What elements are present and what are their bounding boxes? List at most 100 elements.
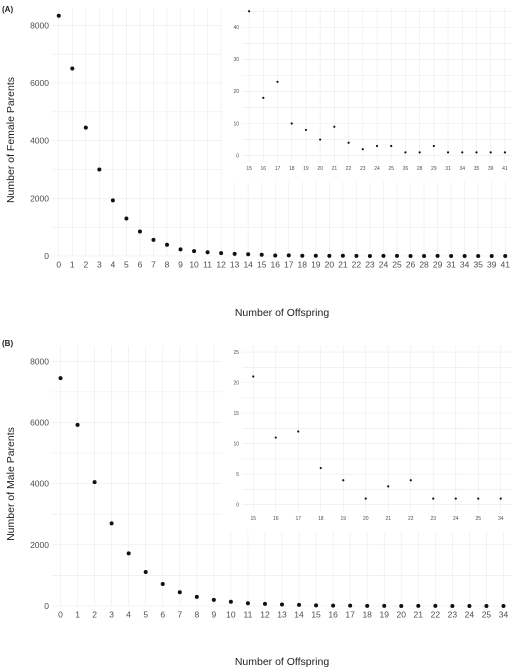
x-tick-label: 23	[365, 260, 375, 270]
y-tick-label: 2000	[30, 193, 49, 203]
data-point	[395, 253, 399, 258]
x-axis-title: Number of Offspring	[235, 307, 330, 319]
data-point	[92, 480, 97, 485]
inset-x-tick-label: 23	[360, 166, 366, 172]
inset-x-tick-label: 24	[453, 516, 459, 522]
data-point	[160, 581, 165, 586]
data-point	[300, 253, 305, 258]
data-point	[354, 253, 359, 258]
inset-x-tick-label: 41	[502, 166, 508, 172]
x-tick-label: 5	[143, 610, 148, 620]
data-point	[450, 603, 455, 608]
x-tick-label: 7	[177, 610, 182, 620]
inset-y-tick-label: 20	[233, 89, 239, 95]
inset-data-point	[319, 466, 322, 470]
inset-x-tick-label: 31	[445, 166, 451, 172]
inset-x-tick-label: 19	[303, 166, 309, 172]
x-tick-label: 11	[203, 260, 212, 270]
inset-data-point	[274, 436, 277, 439]
inset-x-tick-label: 15	[246, 166, 252, 172]
data-point	[56, 13, 61, 18]
inset-x-tick-label: 29	[431, 166, 437, 172]
inset-x-tick-label: 19	[340, 516, 346, 522]
data-point	[340, 253, 345, 258]
inset-data-point	[375, 144, 379, 148]
data-point	[484, 603, 489, 608]
inset-x-tick-label: 20	[317, 166, 323, 172]
y-tick-label: 8000	[30, 356, 49, 366]
panel-label: (B)	[2, 339, 13, 348]
inset-x-tick-label: 18	[318, 516, 324, 522]
inset-x-tick-label: 17	[295, 516, 301, 522]
inset-background	[222, 2, 516, 182]
inset-plot-b: 0 5 10 15 20 25 15 16 17 18 19 20 21 22 23 24 25 34	[222, 340, 516, 532]
inset-x-tick-label: 20	[363, 516, 369, 522]
x-tick-label: 6	[138, 260, 143, 270]
inset-x-tick-label: 22	[346, 166, 352, 172]
inset-data-point	[409, 479, 412, 482]
x-tick-label: 9	[211, 610, 216, 620]
x-tick-label: 21	[414, 610, 424, 620]
data-point	[331, 603, 336, 608]
inset-x-tick-label: 25	[475, 516, 481, 522]
x-tick-label: 6	[160, 610, 165, 620]
data-point	[165, 242, 169, 247]
inset-data-point	[297, 430, 300, 433]
data-point	[259, 252, 264, 257]
data-point	[58, 376, 63, 381]
inset-x-tick-label: 23	[430, 516, 436, 522]
x-tick-label: 0	[56, 260, 61, 270]
data-point	[408, 253, 413, 258]
data-point	[273, 253, 278, 258]
x-tick-label: 17	[284, 260, 294, 270]
inset-y-tick-label: 40	[233, 25, 239, 31]
data-point	[501, 603, 506, 608]
data-point	[416, 603, 421, 608]
x-tick-label: 34	[460, 260, 470, 270]
data-point	[462, 253, 467, 258]
x-tick-label: 1	[75, 610, 80, 620]
x-tick-label: 12	[216, 260, 226, 270]
inset-data-point	[252, 375, 255, 378]
x-tick-label: 35	[473, 260, 483, 270]
inset-data-point	[475, 151, 478, 154]
data-point	[297, 602, 302, 607]
inset-y-tick-label: 30	[233, 57, 239, 63]
x-tick-label: 13	[230, 260, 240, 270]
data-point	[313, 253, 318, 258]
data-point	[314, 603, 319, 608]
data-point	[126, 551, 131, 556]
inset-data-point	[333, 125, 336, 128]
data-point	[367, 253, 372, 258]
data-point	[137, 229, 142, 234]
x-tick-label: 15	[257, 260, 267, 270]
y-tick-label: 4000	[30, 479, 49, 489]
inset-data-point	[454, 497, 457, 500]
x-tick-label: 25	[482, 610, 492, 620]
inset-data-point	[432, 144, 435, 148]
inset-data-point	[432, 497, 435, 500]
x-tick-label: 8	[194, 610, 199, 620]
data-point	[435, 253, 440, 258]
data-point	[381, 253, 386, 258]
data-point	[245, 601, 250, 606]
inset-x-tick-label: 18	[289, 166, 295, 172]
inset-y-tick-label: 5	[236, 472, 239, 478]
inset-data-point	[446, 151, 450, 154]
data-point	[449, 253, 454, 258]
inset-data-point	[290, 122, 293, 125]
data-point	[70, 66, 75, 71]
inset-data-point	[489, 151, 492, 154]
inset-data-point	[404, 151, 407, 154]
x-tick-label: 41	[501, 260, 511, 270]
data-point	[83, 125, 88, 130]
x-tick-label: 18	[298, 260, 308, 270]
inset-x-tick-label: 15	[250, 516, 256, 522]
inset-data-point	[477, 497, 480, 500]
x-tick-label: 31	[446, 260, 456, 270]
y-tick-label: 8000	[30, 20, 49, 30]
data-point	[192, 249, 197, 254]
data-point	[246, 252, 251, 257]
x-tick-label: 10	[226, 610, 236, 620]
x-tick-label: 2	[83, 260, 88, 270]
